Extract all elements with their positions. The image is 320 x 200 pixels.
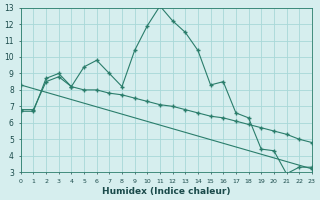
X-axis label: Humidex (Indice chaleur): Humidex (Indice chaleur): [102, 187, 230, 196]
